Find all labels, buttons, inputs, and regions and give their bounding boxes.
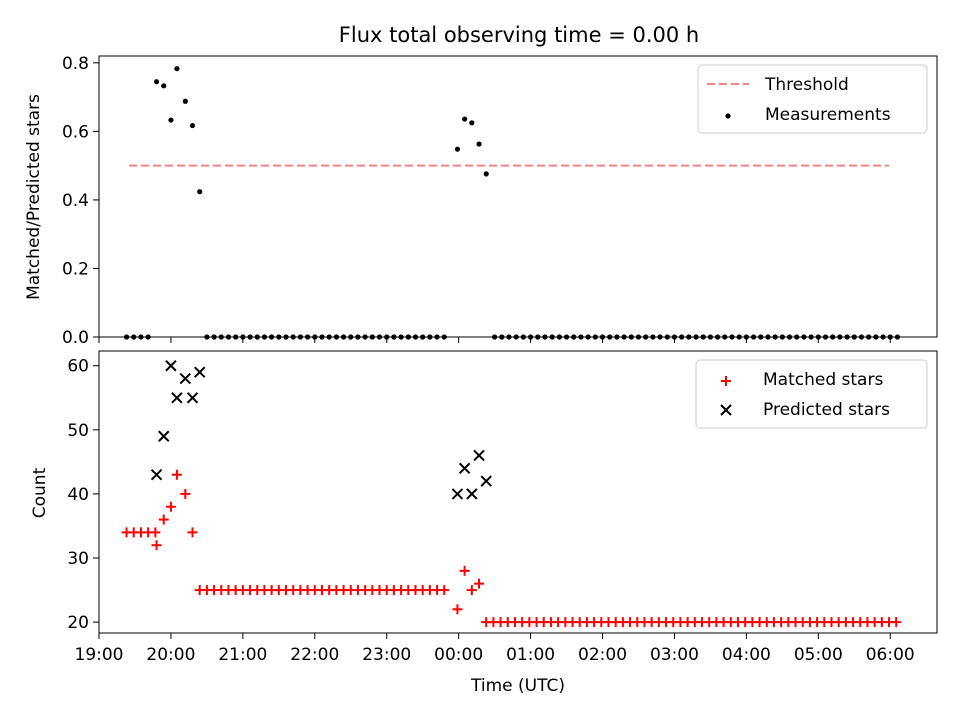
legend-predicted-swatch: [720, 404, 732, 416]
legend-matched-label: Matched stars: [763, 370, 883, 390]
top-panel: Matched/Predicted stars 0.00.20.40.60.8 …: [24, 54, 938, 348]
predicted-star-point: [165, 360, 177, 372]
predicted-star-point: [451, 488, 464, 500]
measurement-point: [182, 98, 188, 104]
bottom-y-tick-label: 30: [67, 549, 89, 569]
measurement-point: [483, 171, 489, 177]
bottom-x-tick-label: 01:00: [506, 645, 555, 665]
legend-threshold-label: Threshold: [764, 75, 849, 95]
bottom-x-tick-label: 00:00: [434, 645, 483, 665]
legend-measurements-swatch: [725, 113, 731, 119]
chart-title: Flux total observing time = 0.00 h: [339, 23, 699, 47]
bottom-x-ticks: 19:00 20:00 21:00 22:00 23:00 00:00 01:00 02:00…: [75, 633, 915, 665]
predicted-star-point: [179, 372, 192, 385]
star-count-points: [121, 360, 902, 628]
matched-star-point: [158, 514, 169, 525]
bottom-y-tick-label: 20: [67, 613, 89, 633]
measurement-point: [161, 83, 167, 89]
matched-star-point: [180, 488, 191, 499]
bottom-x-tick-label: 20:00: [146, 645, 195, 665]
bottom-x-tick-label: 06:00: [866, 645, 915, 665]
bottom-panel: Count Time (UTC) 20 30 40 50 60 19:00 20:00 21…: [30, 350, 938, 696]
predicted-star-point: [473, 449, 485, 462]
legend-predicted-marker: [720, 404, 732, 416]
bottom-y-tick-label: 40: [67, 485, 89, 505]
legend-predicted-label: Predicted stars: [763, 400, 890, 420]
top-ylabel: Matched/Predicted stars: [24, 94, 44, 300]
bottom-x-tick-label: 05:00: [794, 645, 843, 665]
legend-measurements-label: Measurements: [765, 105, 891, 125]
bottom-x-tick-label: 03:00: [650, 645, 699, 665]
top-legend-box: [697, 64, 928, 134]
matched-star-point: [474, 578, 485, 589]
predicted-star-point: [186, 392, 199, 404]
bottom-y-tick-label: 50: [67, 421, 89, 441]
predicted-star-point: [466, 488, 478, 500]
bottom-y-tick-label: 60: [67, 357, 89, 377]
top-y-ticks: 0.0 0.2 0.4 0.6 0.8: [62, 54, 99, 348]
top-legend: Threshold Measurements: [697, 64, 928, 134]
predicted-star-point: [150, 468, 163, 481]
matched-star-point: [466, 585, 477, 596]
bottom-ylabel: Count: [30, 467, 50, 518]
measurement-point: [174, 66, 180, 72]
top-y-tick-label: 0.8: [62, 54, 89, 74]
bottom-plot-frame: [98, 350, 938, 634]
matched-star-point: [459, 565, 470, 576]
predicted-star-point: [171, 392, 183, 404]
matched-star-point: [439, 585, 450, 596]
predicted-star-point: [480, 475, 492, 487]
legend-matched-marker: [721, 376, 731, 386]
matched-star-point: [150, 527, 161, 538]
measurement-point: [197, 189, 203, 195]
measurement-point: [153, 79, 160, 85]
matched-star-point: [151, 540, 162, 551]
bottom-x-tick-label: 02:00: [578, 645, 627, 665]
top-plot-frame: [98, 55, 938, 338]
top-y-tick-label: 0.0: [62, 328, 89, 348]
matched-star-point: [891, 617, 902, 628]
matched-star-point: [165, 501, 176, 512]
predicted-star-point: [193, 366, 206, 378]
bottom-xlabel: Time (UTC): [470, 676, 565, 696]
matched-star-point: [171, 469, 182, 480]
top-y-tick-label: 0.6: [62, 122, 89, 142]
top-y-tick-label: 0.2: [62, 259, 89, 279]
bottom-legend-box: [695, 359, 928, 429]
measurement-point: [469, 120, 475, 126]
measurement-point: [168, 117, 174, 123]
legend-matched-swatch: [721, 376, 731, 386]
bottom-x-tick-label: 19:00: [75, 645, 124, 665]
bottom-x-tick-label: 21:00: [218, 645, 267, 665]
bottom-x-tick-label: 22:00: [290, 645, 339, 665]
measurement-point: [476, 141, 482, 147]
bottom-legend: Matched stars Predicted stars: [695, 359, 928, 429]
matched-star-point: [452, 604, 463, 615]
measurement-point: [189, 122, 196, 129]
predicted-star-point: [158, 430, 170, 442]
measurement-point: [462, 116, 468, 122]
bottom-x-tick-label: 23:00: [362, 645, 411, 665]
matched-star-point: [187, 527, 198, 538]
bottom-x-tick-label: 04:00: [722, 645, 771, 665]
predicted-star-point: [458, 462, 471, 474]
bottom-y-ticks: 20 30 40 50 60: [67, 357, 99, 633]
measurement-point: [454, 146, 461, 152]
top-y-tick-label: 0.4: [62, 191, 89, 211]
